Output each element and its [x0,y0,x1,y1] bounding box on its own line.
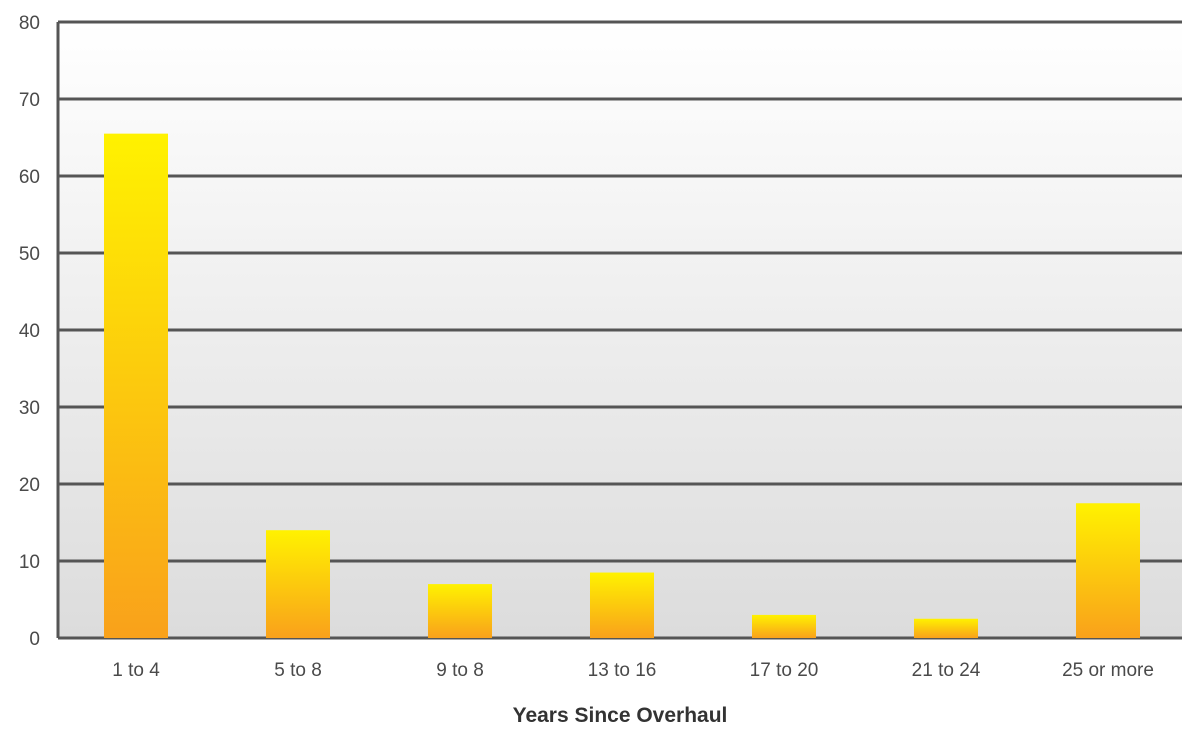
x-axis-title: Years Since Overhaul [513,704,728,727]
gridlines [58,20,1182,640]
x-tick-label: 1 to 4 [112,660,160,681]
bar-5 [914,618,978,638]
x-tick-label: 5 to 8 [274,660,322,681]
y-tick-label: 80 [19,13,40,34]
y-tick-label: 30 [19,398,40,419]
y-axis-ticks: 0 10 20 30 40 50 60 70 80 [19,13,40,650]
x-tick-label: 13 to 16 [588,660,657,681]
bar-1 [266,530,330,638]
y-tick-label: 10 [19,552,40,573]
x-tick-label: 25 or more [1062,660,1154,681]
bar-3 [590,572,654,638]
bar-4 [752,614,816,638]
x-tick-label: 9 to 8 [436,660,484,681]
bar-2 [428,584,492,638]
y-tick-label: 50 [19,244,40,265]
x-tick-label: 21 to 24 [912,660,981,681]
bars [104,133,1140,638]
bar-0 [104,133,168,638]
y-tick-label: 0 [29,629,40,650]
x-tick-label: 17 to 20 [750,660,819,681]
y-tick-label: 20 [19,475,40,496]
y-tick-label: 60 [19,167,40,188]
x-axis-ticks: 1 to 4 5 to 8 9 to 8 13 to 16 17 to 20 21 to … [112,660,1154,681]
bar-6 [1076,503,1140,638]
y-tick-label: 40 [19,321,40,342]
y-tick-label: 70 [19,90,40,111]
